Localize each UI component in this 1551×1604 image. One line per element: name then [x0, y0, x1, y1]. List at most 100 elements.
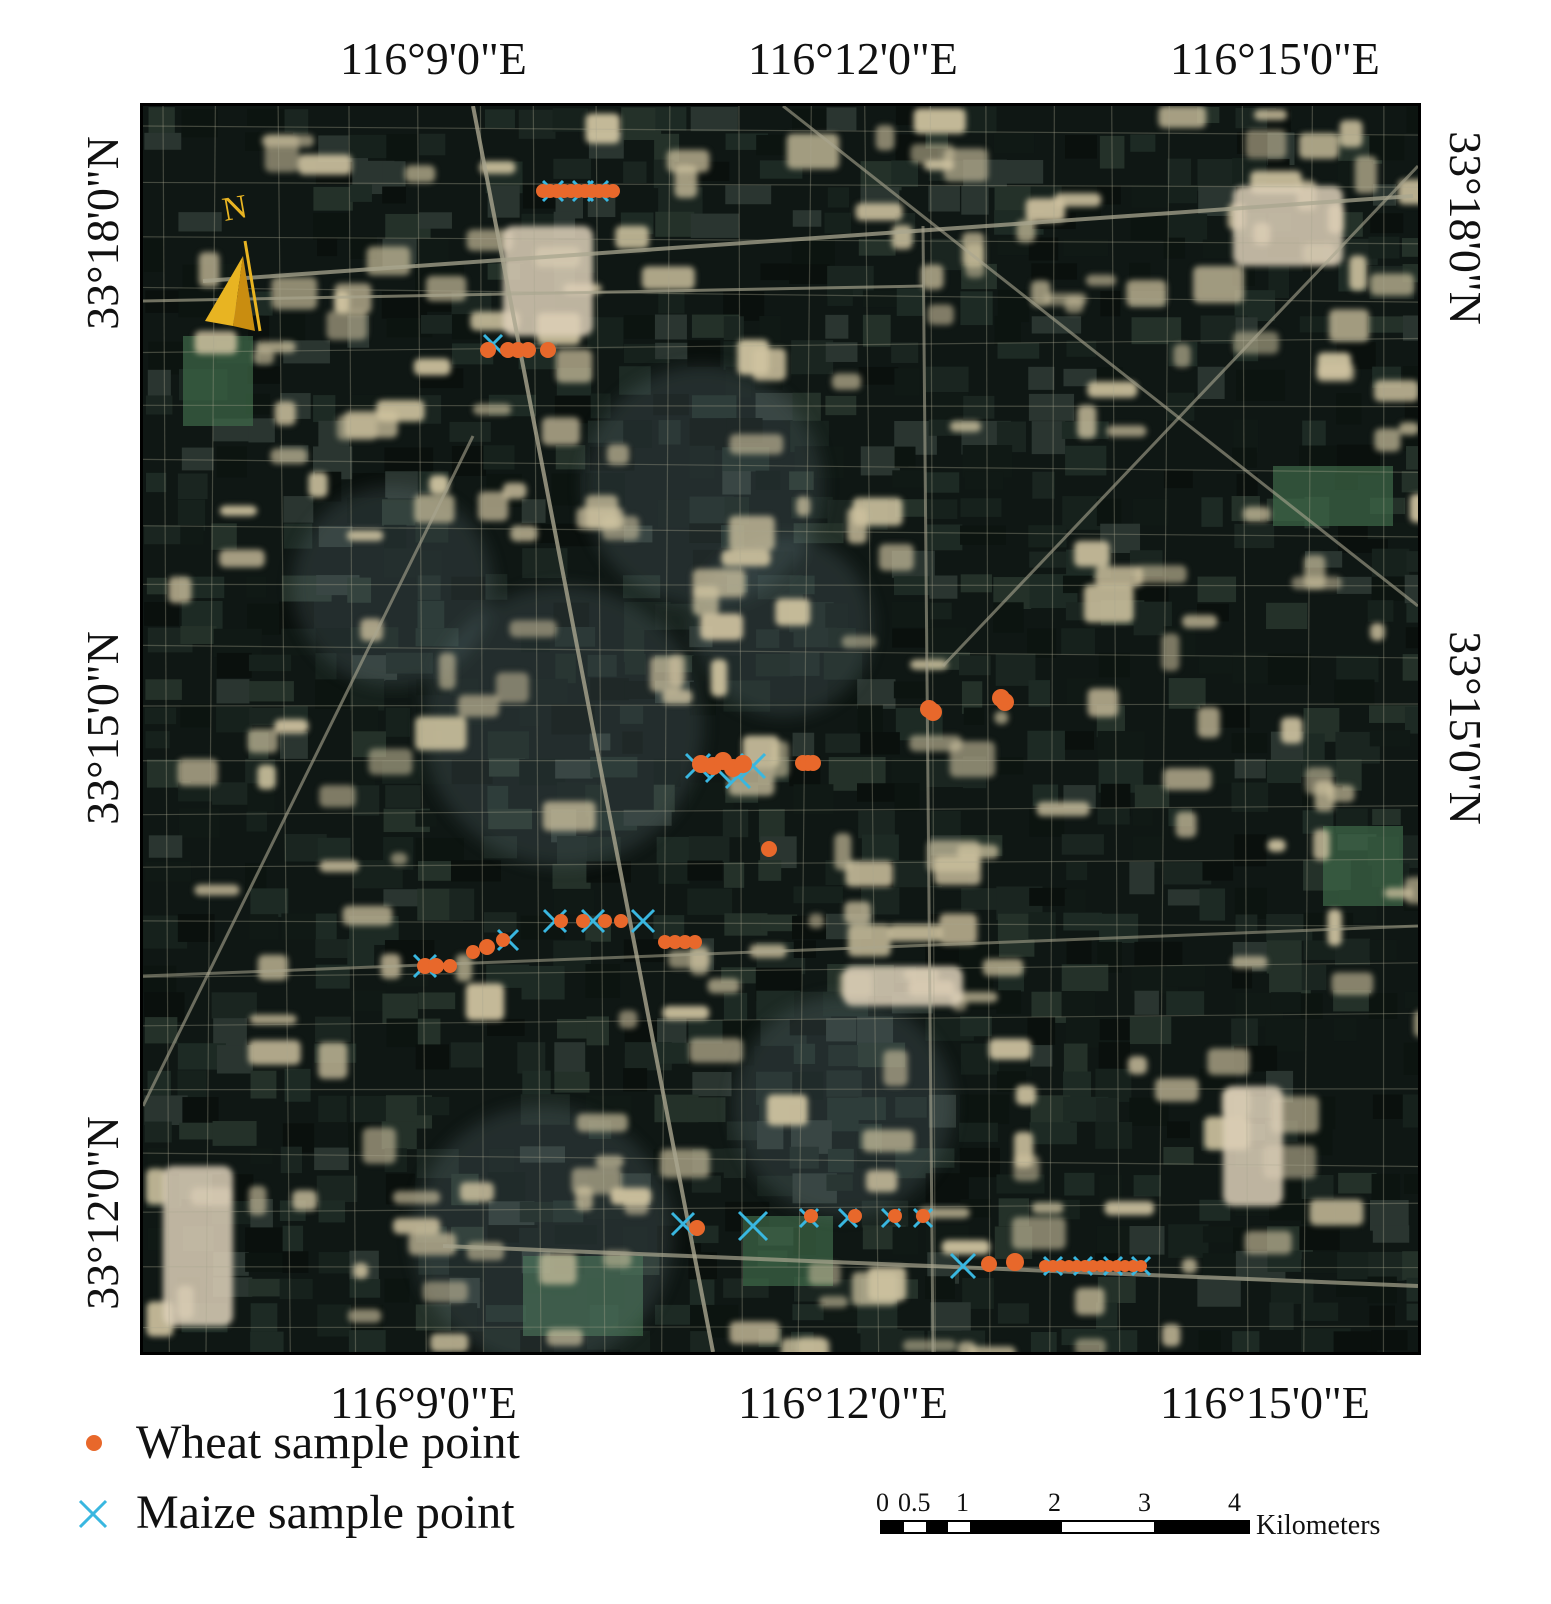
- settlement: [392, 1190, 441, 1204]
- settlements: [146, 106, 1418, 1352]
- field-patch: [1133, 1175, 1161, 1197]
- field-patch: [382, 161, 406, 194]
- settlement: [510, 525, 538, 542]
- field-patch: [862, 314, 891, 347]
- settlement: [393, 1218, 441, 1235]
- wheat-sample-point: [496, 933, 510, 947]
- field-patch: [348, 1330, 386, 1352]
- field-patch: [1299, 445, 1347, 467]
- field-patch: [1066, 861, 1088, 881]
- settlement: [1374, 380, 1418, 402]
- field-patch: [1028, 366, 1055, 390]
- field-patch: [858, 810, 895, 839]
- road: [442, 1244, 1418, 1288]
- settlement: [927, 304, 954, 325]
- settlement: [752, 348, 787, 381]
- field-patch: [654, 314, 687, 340]
- road: [782, 106, 1418, 608]
- settlement: [1074, 1338, 1106, 1352]
- satellite-map[interactable]: N: [140, 103, 1421, 1355]
- settlement: [270, 448, 308, 464]
- settlement: [610, 1187, 652, 1205]
- field-patch: [315, 964, 350, 989]
- settlement: [994, 710, 1009, 725]
- field-patch: [317, 1304, 352, 1337]
- field-patch: [1201, 497, 1223, 527]
- settlement: [1253, 109, 1288, 121]
- wheat-sample-point: [576, 914, 590, 928]
- field-patch: [724, 913, 768, 936]
- field-patch: [386, 317, 433, 338]
- lat-label-left-2: 33°15'0"N: [77, 631, 128, 825]
- road: [143, 337, 1418, 354]
- field-patch: [487, 1018, 525, 1036]
- field-patch: [997, 1303, 1029, 1324]
- settlement: [878, 543, 914, 571]
- settlement: [271, 277, 318, 310]
- settlement: [766, 1094, 808, 1126]
- field-patch: [318, 1200, 346, 1223]
- settlement: [797, 1336, 826, 1352]
- field-patch: [522, 1070, 551, 1099]
- road: [143, 644, 1418, 659]
- field-patch: [1301, 1251, 1338, 1274]
- field-patch: [824, 212, 852, 234]
- settlement: [943, 148, 989, 182]
- field-patch: [723, 316, 744, 341]
- settlement: [1182, 614, 1218, 629]
- settlement: [344, 410, 398, 438]
- field-patch: [213, 1018, 247, 1047]
- field-patch: [1301, 1302, 1339, 1321]
- field-patch: [623, 1068, 648, 1092]
- settlement: [847, 924, 891, 957]
- field-patch: [690, 106, 738, 132]
- field-patch: [692, 1071, 732, 1097]
- settlement: [851, 1271, 898, 1306]
- settlement: [479, 161, 516, 174]
- road: [417, 106, 427, 1352]
- settlement: [346, 530, 384, 541]
- town: [163, 1166, 233, 1326]
- field-patch: [1369, 730, 1411, 747]
- field-patch: [1232, 1331, 1260, 1352]
- field-patch: [1402, 315, 1418, 341]
- town: [503, 226, 593, 336]
- green-field: [1273, 466, 1393, 526]
- field-patch: [1132, 809, 1153, 826]
- settlement: [1331, 972, 1374, 995]
- road: [143, 181, 1418, 188]
- maize-marker-icon: [78, 1499, 108, 1529]
- town: [843, 966, 963, 1006]
- field-patch: [793, 784, 834, 815]
- settlement: [422, 1281, 468, 1302]
- field-patch: [1269, 1201, 1312, 1221]
- field-patch: [147, 369, 171, 399]
- settlement: [585, 113, 621, 144]
- settlement: [618, 1010, 638, 1029]
- field-patch: [1198, 1330, 1221, 1351]
- field-patch: [1234, 834, 1267, 867]
- field-patch: [929, 392, 969, 424]
- settlement: [1299, 132, 1339, 159]
- field-patch: [930, 602, 952, 620]
- road: [797, 106, 812, 1352]
- settlement: [808, 1262, 841, 1285]
- field-patch: [282, 1225, 304, 1260]
- field-patch: [585, 964, 621, 998]
- settlement: [362, 1127, 397, 1164]
- settlement: [1374, 428, 1401, 452]
- field-patch: [1405, 627, 1418, 649]
- settlement: [710, 659, 728, 697]
- road: [277, 106, 291, 1352]
- field-patch: [385, 707, 411, 737]
- field-patch: [658, 290, 685, 314]
- field-patch: [653, 915, 685, 940]
- field-patch: [416, 238, 449, 265]
- settlement: [939, 913, 978, 945]
- field-patch: [1099, 1174, 1123, 1201]
- field-patch: [1369, 133, 1405, 161]
- field-patch: [1063, 368, 1101, 387]
- settlement: [1077, 405, 1097, 439]
- settlement: [910, 659, 948, 670]
- settlement: [700, 613, 744, 640]
